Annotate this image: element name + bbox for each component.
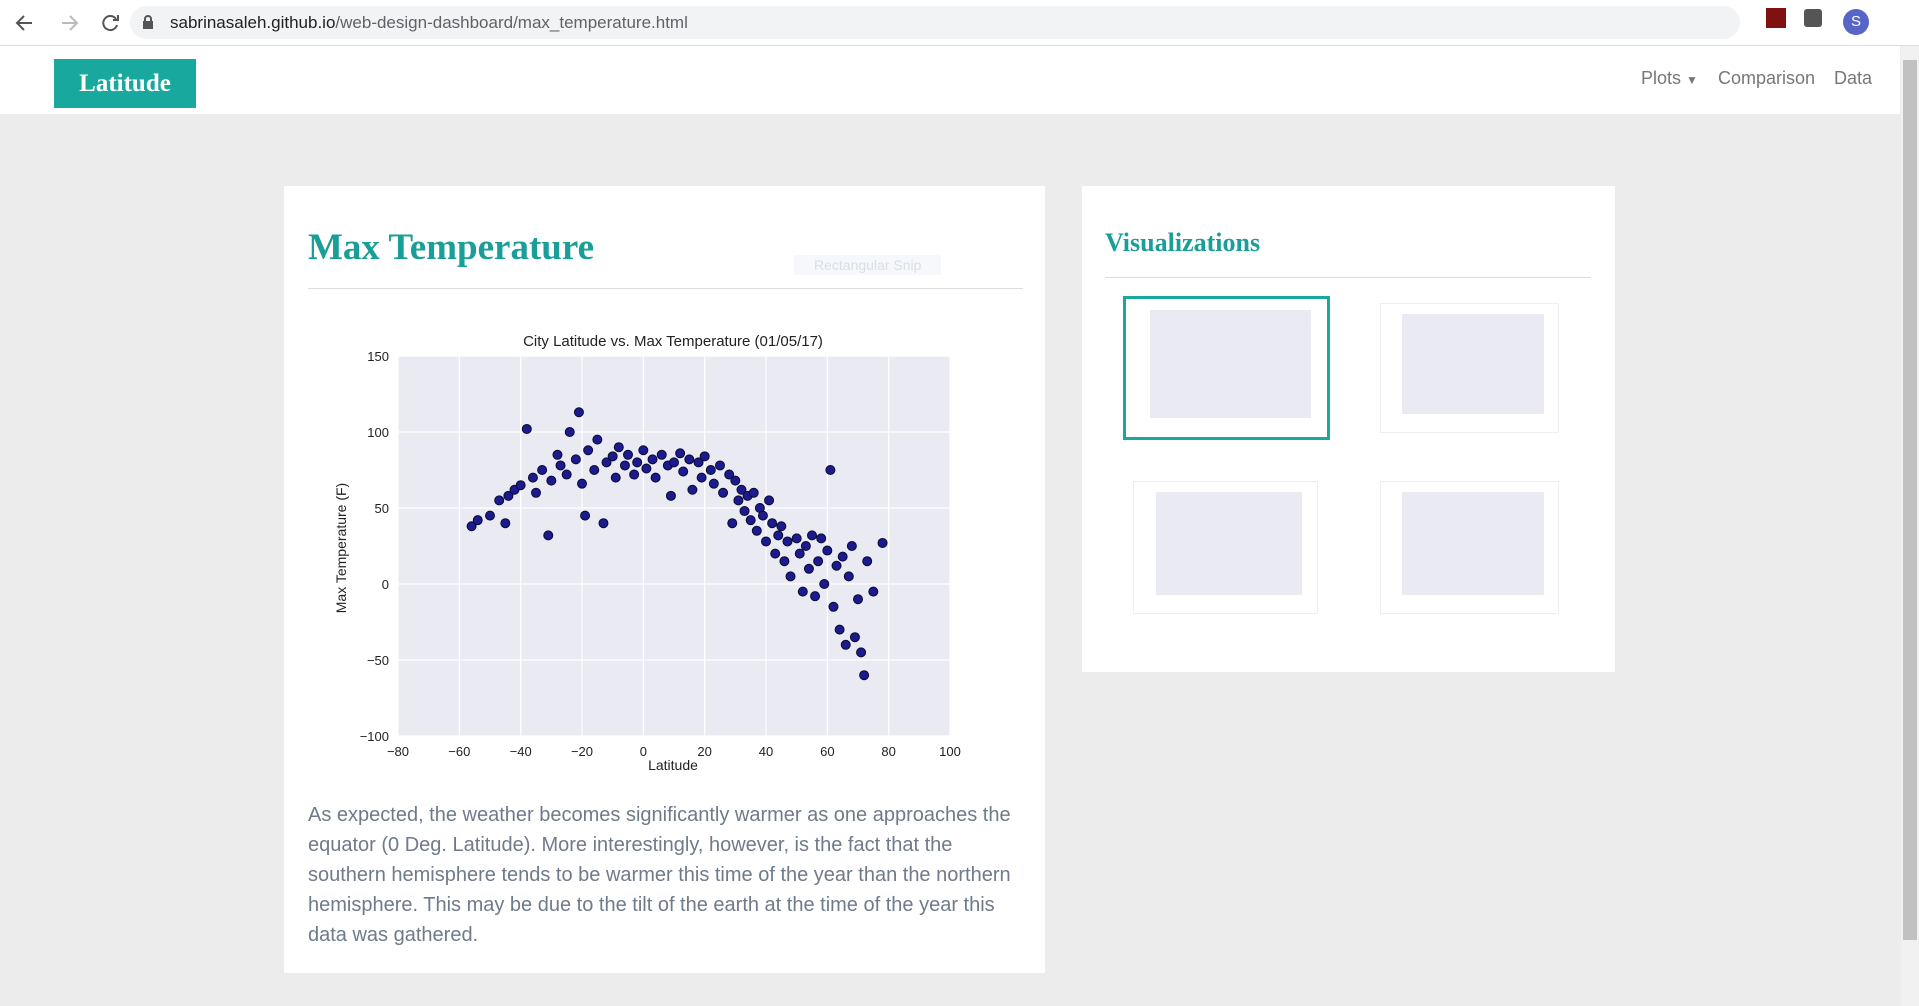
- sidebar-title: Visualizations: [1105, 228, 1261, 257]
- sidebar-card: Visualizations: [1082, 186, 1615, 672]
- nav-buttons[interactable]: [14, 12, 124, 34]
- divider: [1105, 277, 1591, 278]
- thumbnail[interactable]: [1133, 481, 1318, 614]
- browser-bar: sabrinasaleh.github.io/web-design-dashbo…: [0, 0, 1919, 46]
- thumbnail[interactable]: [1380, 303, 1559, 433]
- divider: [308, 288, 1023, 289]
- pdf-extension[interactable]: [1766, 8, 1786, 28]
- thumbnail-plot: [1155, 492, 1303, 595]
- thumbnail[interactable]: [1380, 481, 1559, 614]
- nav-link[interactable]: Comparison: [1718, 68, 1816, 88]
- nav-link[interactable]: Plots ▼: [1641, 68, 1698, 88]
- lock-icon: [143, 15, 153, 29]
- url: sabrinasaleh.github.io/web-design-dashbo…: [170, 13, 688, 33]
- thumbnail[interactable]: [1123, 296, 1330, 440]
- thumbnail-plot: [1150, 310, 1311, 418]
- extensions-icon[interactable]: [1804, 9, 1822, 27]
- snip-overlay: Rectangular Snip: [794, 255, 942, 275]
- avatar[interactable]: S: [1843, 9, 1869, 35]
- scrollbar-thumb[interactable]: [1903, 60, 1917, 940]
- nav-link-text: Plots: [1641, 68, 1682, 88]
- nav-link[interactable]: Data: [1834, 68, 1873, 88]
- thumbnail-plot: [1402, 314, 1544, 415]
- description: As expected, the weather becomes signifi…: [308, 804, 1011, 946]
- thumbnail-plot: [1402, 492, 1544, 595]
- url-path: /web-design-dashboard/max_temperature.ht…: [335, 13, 688, 32]
- navbar: Latitude Plots ▼ Comparison Data: [0, 46, 1900, 114]
- address-bar[interactable]: sabrinasaleh.github.io/web-design-dashbo…: [130, 6, 1740, 39]
- brand[interactable]: Latitude: [54, 59, 196, 108]
- url-host: sabrinasaleh.github.io: [170, 13, 336, 32]
- main-card: Max Temperature Rectangular Snip As expe…: [284, 186, 1045, 973]
- main-title: Max Temperature: [308, 227, 595, 268]
